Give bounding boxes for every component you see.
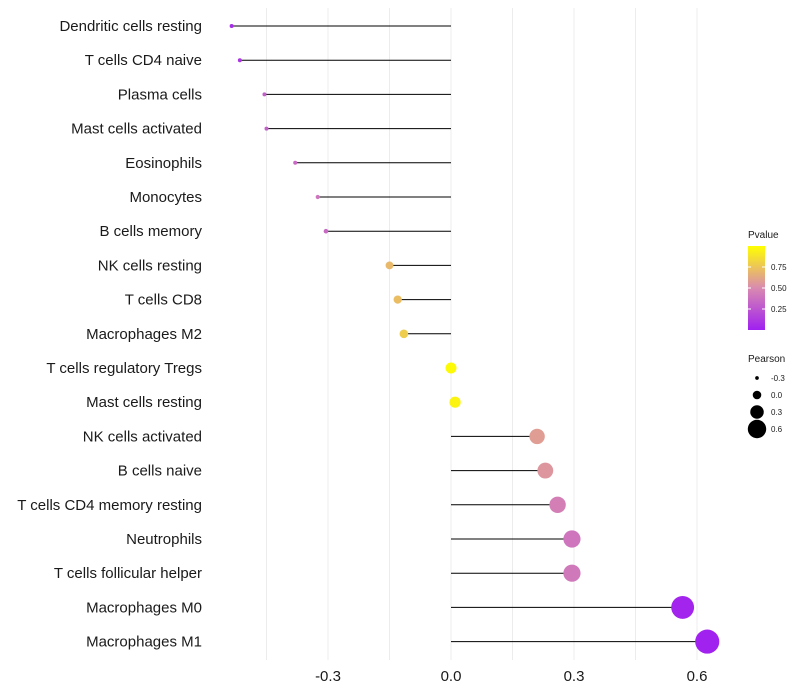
lollipop-point bbox=[237, 58, 242, 63]
lollipop-point bbox=[393, 295, 402, 304]
lollipop-point bbox=[323, 228, 329, 234]
category-label: Monocytes bbox=[129, 189, 202, 206]
category-label: NK cells resting bbox=[98, 257, 202, 274]
x-tick-label: 0.6 bbox=[687, 668, 708, 685]
lollipop-point bbox=[262, 92, 267, 97]
lollipop-point bbox=[449, 396, 461, 408]
lollipop-point bbox=[695, 629, 720, 654]
category-label: Macrophages M0 bbox=[86, 599, 202, 616]
lollipop-point bbox=[445, 362, 457, 374]
category-labels: Dendritic cells resting T cells CD4 naive… bbox=[17, 18, 202, 651]
lollipop-point bbox=[549, 496, 566, 514]
pearson-legend-title: Pearson bbox=[748, 354, 785, 365]
size-key-label: 0.3 bbox=[771, 408, 783, 417]
lollipop-point bbox=[293, 160, 298, 165]
size-key-label: 0.6 bbox=[771, 425, 783, 434]
category-label: Mast cells activated bbox=[71, 121, 202, 138]
lollipop-point bbox=[264, 126, 269, 131]
category-label: Plasma cells bbox=[118, 86, 202, 103]
lollipop-point bbox=[563, 564, 581, 582]
grid-lines bbox=[266, 8, 698, 660]
lollipop-point bbox=[229, 24, 234, 28]
size-key-dot bbox=[752, 390, 762, 400]
lollipop-point bbox=[537, 462, 554, 479]
size-key-label: -0.3 bbox=[771, 374, 785, 383]
size-key-dot bbox=[747, 419, 767, 439]
lollipop-point bbox=[671, 595, 695, 619]
category-label: T cells CD4 memory resting bbox=[17, 497, 202, 514]
category-label: B cells memory bbox=[99, 223, 202, 240]
category-label: Macrophages M1 bbox=[86, 634, 202, 651]
size-key-dot bbox=[750, 405, 764, 419]
category-label: Neutrophils bbox=[126, 531, 202, 548]
x-tick-label: -0.3 bbox=[315, 668, 341, 685]
lollipop-point bbox=[315, 194, 320, 200]
colorbar-tick-label: 0.50 bbox=[771, 284, 787, 293]
category-label: Eosinophils bbox=[125, 155, 202, 172]
category-label: NK cells activated bbox=[83, 428, 202, 445]
lollipop-point bbox=[529, 428, 545, 445]
size-key-label: 0.0 bbox=[771, 391, 783, 400]
colorbar-tick-label: 0.75 bbox=[771, 263, 787, 272]
x-tick-label: 0.0 bbox=[441, 668, 462, 685]
lollipop-points bbox=[229, 24, 720, 654]
lollipop-point bbox=[385, 261, 394, 270]
pvalue-legend-title: Pvalue bbox=[748, 230, 779, 241]
lollipop-point bbox=[399, 329, 409, 339]
pearson-legend: Pearson -0.3 0.0 0.3 0.6 bbox=[747, 354, 785, 439]
lollipop-stems bbox=[231, 25, 708, 643]
category-label: Mast cells resting bbox=[86, 394, 202, 411]
colorbar-tick-label: 0.25 bbox=[771, 305, 787, 314]
size-key-dot bbox=[755, 376, 759, 380]
x-tick-label: 0.3 bbox=[564, 668, 585, 685]
category-label: T cells follicular helper bbox=[54, 565, 202, 582]
x-axis-tick-labels: -0.3 0.0 0.3 0.6 bbox=[315, 668, 707, 685]
pvalue-colorbar bbox=[748, 246, 765, 330]
category-label: B cells naive bbox=[118, 463, 202, 480]
category-label: T cells regulatory Tregs bbox=[46, 360, 202, 377]
category-label: T cells CD4 naive bbox=[85, 52, 202, 69]
category-label: T cells CD8 bbox=[125, 292, 202, 309]
category-label: Macrophages M2 bbox=[86, 326, 202, 343]
category-label: Dendritic cells resting bbox=[59, 18, 202, 35]
pvalue-legend: Pvalue 0.25 0.50 0.75 bbox=[748, 230, 787, 330]
lollipop-point bbox=[563, 530, 581, 548]
